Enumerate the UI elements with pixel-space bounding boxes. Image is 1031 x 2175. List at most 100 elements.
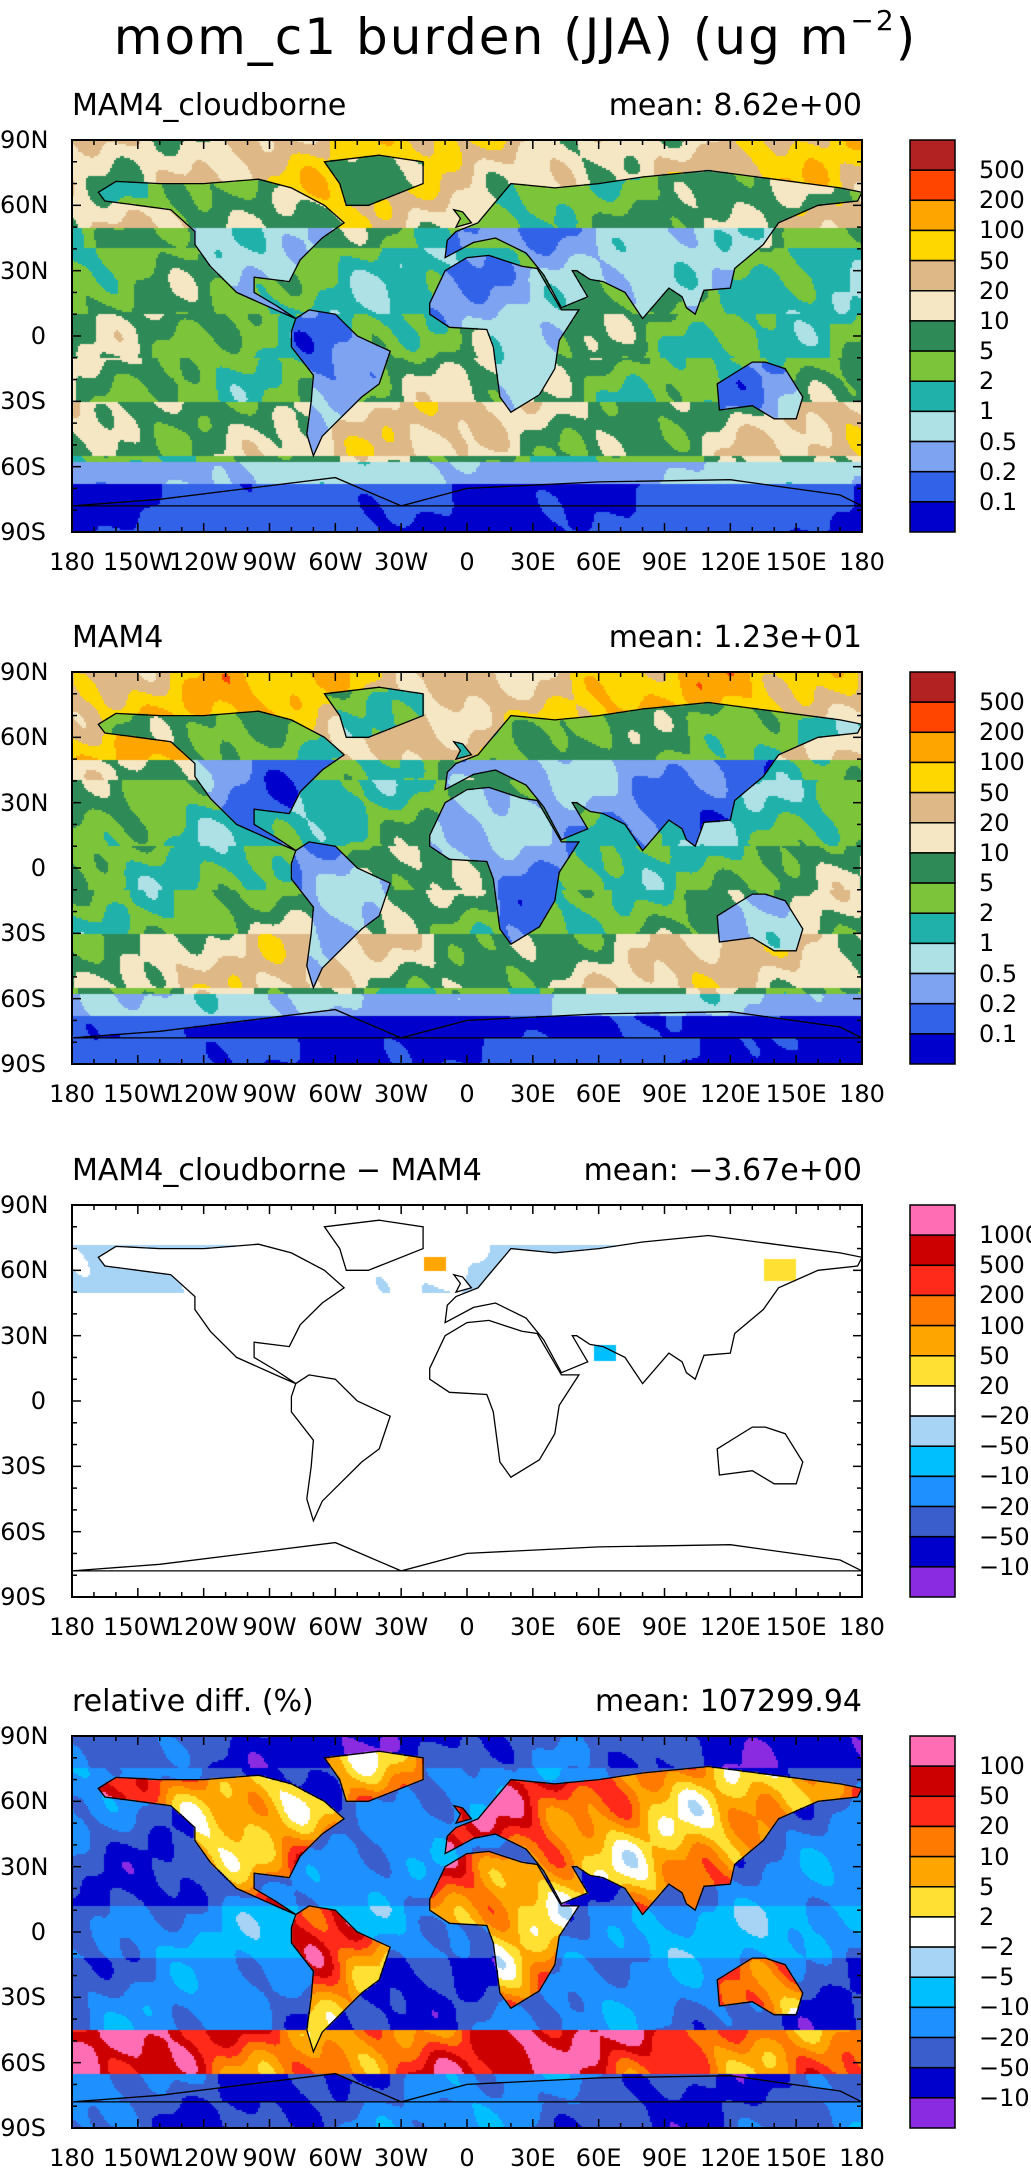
colorbar-swatch [909,169,956,202]
colorbar-swatch [909,791,956,824]
colorbar [909,671,956,1065]
lon-tick-label: 180 [839,2144,885,2172]
lon-tick-label: 150W [103,2144,173,2172]
coastline [323,1219,424,1271]
lon-tick-label: 180 [49,1613,95,1641]
colorbar-label: 50 [979,778,1010,807]
lon-tick-label: 150W [103,1080,173,1108]
lon-tick-label: 60E [575,1613,622,1641]
lat-tick-label: 90S [0,2114,46,2142]
panel-mean: mean: 1.23e+01 [608,620,862,655]
colorbar-label: 1000 [979,1221,1031,1250]
colorbar-swatch [909,1002,956,1035]
colorbar-swatch [909,1886,956,1918]
colorbar-swatch [909,2097,956,2129]
coastline [444,1234,863,1385]
panel-title: MAM4 [72,620,164,655]
panel-title: relative diff. (%) [72,1684,314,1719]
colorbar-label: 0.2 [979,457,1018,486]
coastline [452,208,473,229]
map-frame [71,1204,863,1598]
colorbar-label: 0.1 [979,1019,1018,1048]
coastline [444,169,863,320]
lat-tick-label: 0 [30,322,46,350]
colorbar-label: 5 [979,1872,995,1901]
colorbar-label: 0.1 [979,487,1018,516]
lat-tick-label: 30N [0,788,49,817]
lon-tick-label: 180 [49,548,95,576]
lon-tick-label: 90W [242,2144,297,2172]
colorbar-label: −50 [979,1432,1030,1461]
colorbar-swatch [909,1735,956,1767]
colorbar [909,1204,956,1598]
colorbar-swatch [909,1234,956,1267]
colorbar-label: 50 [979,1782,1010,1811]
lon-tick-label: 180 [839,1080,885,1108]
lon-tick-label: 150E [765,1080,827,1108]
colorbar-swatch [909,440,956,473]
colorbar-swatch [909,1475,956,1508]
colorbar-swatch [909,1946,956,1978]
colorbar-swatch [909,259,956,292]
colorbar-label: 20 [979,1371,1010,1400]
lon-tick-label: 30W [374,548,429,576]
colorbar-label: −50 [979,2053,1030,2082]
lon-tick-label: 0 [459,2144,475,2172]
lon-tick-label: 180 [49,1080,95,1108]
colorbar-label: 5 [979,869,995,898]
colorbar-label: 2 [979,1902,995,1931]
colorbar-swatch [909,2006,956,2039]
lon-tick-label: 30E [509,1613,556,1641]
colorbar-swatch [909,1033,956,1065]
colorbar [909,1735,956,2129]
colorbar-label: 200 [979,718,1025,747]
colorbar-swatch [909,701,956,734]
colorbar-swatch [909,1324,956,1357]
lat-tick-label: 0 [30,1387,46,1415]
coastline [290,841,392,990]
lat-tick-label: 30S [0,387,46,416]
colorbar-label: 20 [979,808,1010,837]
lat-tick-label: 60S [0,2048,46,2077]
colorbar-label: −2 [979,1933,1015,1962]
colorbar-label: 1 [979,397,995,426]
lon-tick-label: 180 [839,548,885,576]
coastline [290,1374,392,1523]
colorbar-swatch [909,290,956,322]
colorbar-label: 500 [979,688,1025,717]
lon-tick-label: 0 [459,548,475,576]
colorbar-swatch [909,320,956,352]
colorbar-swatch [909,761,956,794]
lat-tick-label: 30S [0,1983,46,2012]
colorbar [909,139,956,533]
colorbar-swatch [909,1765,956,1798]
lon-tick-label: 30W [374,2144,429,2172]
lat-tick-label: 90S [0,1050,46,1078]
colorbar-label: −1000 [979,1552,1031,1581]
lon-tick-label: 120W [168,2144,239,2172]
map-overlay [71,1735,863,2129]
lat-tick-label: 90N [0,658,49,686]
colorbar-label: 5 [979,337,995,366]
colorbar-label: 2 [979,899,995,928]
lon-tick-label: 30E [509,1080,556,1108]
map-field [72,140,862,532]
lat-tick-label: 60S [0,452,46,481]
coastline [71,2072,863,2103]
colorbar-label: 10 [979,1842,1010,1871]
lon-tick-label: 30W [374,1613,429,1641]
colorbar-label: 1 [979,929,995,958]
lon-tick-label: 150W [103,548,173,576]
lon-tick-label: 90W [242,1080,297,1108]
colorbar-swatch [909,942,956,975]
lon-tick-label: 60W [308,548,363,576]
lat-tick-label: 90N [0,1722,49,1750]
coastline [71,476,863,507]
colorbar-label: −100 [979,2083,1031,2112]
coastline [429,786,581,946]
map-field [72,1205,862,1597]
colorbar-swatch [909,822,956,854]
panel-mean: mean: −3.67e+00 [583,1153,862,1188]
lon-tick-label: 180 [839,1613,885,1641]
lat-tick-label: 30N [0,256,49,285]
